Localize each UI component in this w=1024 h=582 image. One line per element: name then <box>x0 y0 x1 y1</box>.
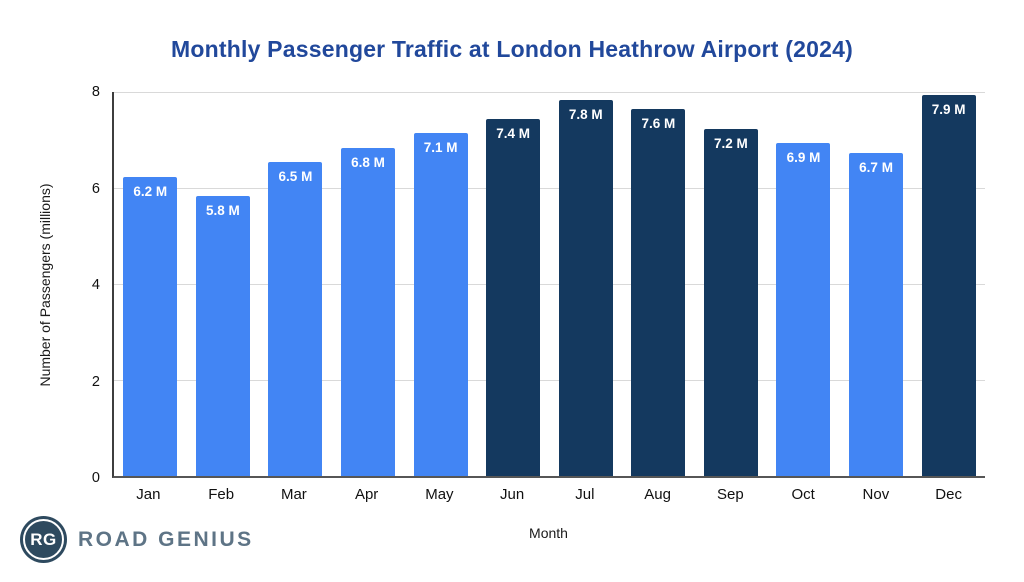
bar-value-label: 5.8 M <box>205 203 240 219</box>
bar-value-label: 6.9 M <box>786 150 821 166</box>
y-axis-ticks: 0 2 4 6 8 <box>0 84 100 486</box>
gridline-2 <box>114 380 985 381</box>
bar-slot-Dec: 7.9 M <box>912 92 985 476</box>
bar-Oct: 6.9 M <box>776 143 831 476</box>
logo-monogram: RG <box>30 529 57 549</box>
x-tick-Aug: Aug <box>644 486 671 503</box>
gridline-4 <box>114 284 985 285</box>
x-tick-May: May <box>425 486 454 503</box>
chart-title: Monthly Passenger Traffic at London Heat… <box>171 36 853 62</box>
x-tick-Jan: Jan <box>136 486 161 503</box>
bar-Dec: 7.9 M <box>921 94 976 476</box>
bar-Jun: 7.4 M <box>486 118 541 476</box>
gridline-6 <box>114 188 985 189</box>
bar-Feb: 5.8 M <box>195 196 250 476</box>
y-tick-4: 4 <box>91 277 100 293</box>
bar-slot-Jun: 7.4 M <box>477 92 550 476</box>
x-axis-labels: Jan Feb Mar Apr May Jun Jul Aug Sep Oct Nov Dec <box>112 486 985 503</box>
x-tick-Mar: Mar <box>280 486 307 503</box>
x-tick-Nov: Nov <box>862 486 890 503</box>
x-tick-Dec: Dec <box>935 486 962 503</box>
x-tick-Oct: Oct <box>791 486 815 503</box>
bar-value-label: 7.1 M <box>423 140 458 156</box>
bar-slot-Aug: 7.6 M <box>622 92 695 476</box>
bar-value-label: 6.8 M <box>351 154 385 170</box>
bars-container: 6.2 M 5.8 M 6.5 M 6.8 M 7.1 M 7.4 M 7.8 M 7.6 M… <box>114 92 985 476</box>
x-axis-title: Month <box>529 525 568 541</box>
road-genius-logo: RG ROAD GENIUS <box>20 516 254 563</box>
plot-area: 6.2 M 5.8 M 6.5 M 6.8 M 7.1 M 7.4 M 7.8 M 7.6 M… <box>112 92 985 478</box>
x-tick-Feb: Feb <box>208 486 235 503</box>
bar-Apr: 6.8 M <box>341 147 396 476</box>
bar-slot-Mar: 6.5 M <box>259 92 332 476</box>
bar-slot-Sep: 7.2 M <box>695 92 768 476</box>
bar-value-label: 7.6 M <box>641 116 676 132</box>
bar-value-label: 7.9 M <box>931 101 966 117</box>
x-tick-Sep: Sep <box>717 486 744 503</box>
bar-slot-May: 7.1 M <box>404 92 477 476</box>
bar-slot-Nov: 6.7 M <box>840 92 913 476</box>
bar-Jul: 7.8 M <box>558 99 613 476</box>
bar-value-label: 6.7 M <box>859 159 893 175</box>
y-tick-0: 0 <box>91 470 100 486</box>
bar-value-label: 7.2 M <box>714 135 748 151</box>
bar-May: 7.1 M <box>413 133 468 476</box>
x-tick-Jul: Jul <box>575 486 595 503</box>
bar-value-label: 6.5 M <box>278 169 313 185</box>
bar-slot-Feb: 5.8 M <box>187 92 260 476</box>
bar-slot-Apr: 6.8 M <box>332 92 405 476</box>
bar-Sep: 7.2 M <box>703 128 758 476</box>
y-tick-2: 2 <box>91 373 100 390</box>
bar-slot-Jan: 6.2 M <box>114 92 187 476</box>
bar-value-label: 7.4 M <box>496 125 531 141</box>
gridline-8 <box>114 92 985 93</box>
bar-value-label: 7.8 M <box>568 106 603 122</box>
x-tick-Jun: Jun <box>500 486 525 503</box>
bar-slot-Jul: 7.8 M <box>549 92 622 476</box>
bar-Nov: 6.7 M <box>849 152 904 476</box>
logo-name: ROAD GENIUS <box>78 527 254 551</box>
bar-value-label: 6.2 M <box>133 183 168 199</box>
bar-Mar: 6.5 M <box>268 162 323 476</box>
bar-Aug: 7.6 M <box>631 109 686 476</box>
bar-Jan: 6.2 M <box>123 176 178 476</box>
logo-monogram-circle: RG <box>20 516 67 563</box>
x-tick-Apr: Apr <box>354 486 379 503</box>
bar-slot-Oct: 6.9 M <box>767 92 840 476</box>
y-tick-6: 6 <box>91 180 100 197</box>
y-tick-8: 8 <box>91 84 100 100</box>
